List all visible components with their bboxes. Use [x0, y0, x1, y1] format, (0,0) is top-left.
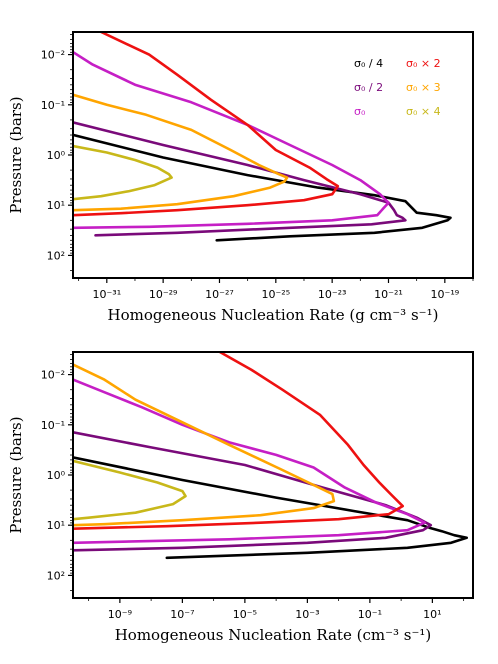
top-series-s1: [73, 50, 390, 230]
bottom-series-s4: [73, 456, 469, 560]
top-x-tick-label: 10⁻¹⁹: [431, 288, 460, 301]
bottom-y-axis-title: Pressure (bars): [7, 416, 25, 533]
bottom-x-tick-label: 10⁻⁷: [170, 608, 194, 621]
bottom-x-tick-label: 10¹: [423, 608, 441, 621]
legend-item-sigma-times-3: σ₀ × 3: [406, 81, 441, 94]
legend: σ₀ / 4 σ₀ × 2 σ₀ / 2 σ₀ × 3 σ₀ σ₀ × 4: [354, 57, 441, 118]
top-y-tick-label: 10¹: [47, 199, 65, 212]
legend-item-sigma: σ₀: [354, 105, 366, 118]
bottom-y-tick-label: 10²: [47, 569, 65, 582]
legend-item-sigma-times-4: σ₀ × 4: [406, 105, 441, 118]
top-x-axis-title: Homogeneous Nucleation Rate (g cm⁻³ s⁻¹): [108, 306, 439, 324]
bottom-x-tick-label: 10⁻¹: [358, 608, 382, 621]
bottom-series-s1: [73, 378, 426, 545]
bottom-series-x4: [73, 459, 187, 521]
top-y-tick-label: 10⁻²: [41, 49, 65, 62]
bottom-x-tick-label: 10⁻⁵: [233, 608, 257, 621]
top-series-x2: [73, 32, 340, 217]
bottom-series-x3: [73, 363, 336, 527]
bottom-y-tick-label: 10⁻²: [41, 369, 65, 382]
bottom-y-tick-label: 10⁻¹: [41, 419, 65, 432]
bottom-x-tick-label: 10⁻⁹: [108, 608, 132, 621]
bottom-x-tick-label: 10⁻³: [295, 608, 319, 621]
bottom-x-axis-title: Homogeneous Nucleation Rate (cm⁻³ s⁻¹): [115, 626, 432, 644]
top-series-s4: [73, 133, 452, 242]
top-series-x4: [73, 144, 173, 201]
top-series-x3: [73, 93, 289, 212]
bottom-series-x2: [73, 352, 405, 531]
top-x-tick-label: 10⁻²⁵: [262, 288, 291, 301]
bottom-series-s2: [73, 430, 433, 552]
top-x-tick-label: 10⁻²¹: [374, 288, 403, 301]
top-x-tick-label: 10⁻³¹: [92, 288, 121, 301]
top-y-axis-title: Pressure (bars): [7, 96, 25, 213]
top-series-s2: [73, 121, 407, 237]
bottom-chart-panel: 10⁻⁹ 10⁻⁷ 10⁻⁵ 10⁻³ 10⁻¹ 10¹ 10⁻² 10⁻¹ 10⁰ 10¹ 10²…: [7, 351, 474, 644]
bottom-y-tick-label: 10⁰: [47, 469, 66, 482]
top-x-tick-label: 10⁻²⁹: [149, 288, 178, 301]
legend-item-sigma-div-4: σ₀ / 4: [354, 57, 383, 70]
top-y-tick-label: 10⁻¹: [41, 99, 65, 112]
bottom-y-tick-label: 10¹: [47, 519, 65, 532]
legend-item-sigma-times-2: σ₀ × 2: [406, 57, 441, 70]
top-x-tick-label: 10⁻²⁷: [205, 288, 234, 301]
legend-item-sigma-div-2: σ₀ / 2: [354, 81, 383, 94]
top-x-tick-label: 10⁻²³: [318, 288, 347, 301]
top-chart-panel: 10⁻³¹ 10⁻²⁹ 10⁻²⁷ 10⁻²⁵ 10⁻²³ 10⁻²¹ 10⁻¹⁹ 10⁻² 1…: [7, 31, 474, 324]
top-y-tick-label: 10⁰: [47, 149, 66, 162]
top-y-tick-label: 10²: [47, 249, 65, 262]
